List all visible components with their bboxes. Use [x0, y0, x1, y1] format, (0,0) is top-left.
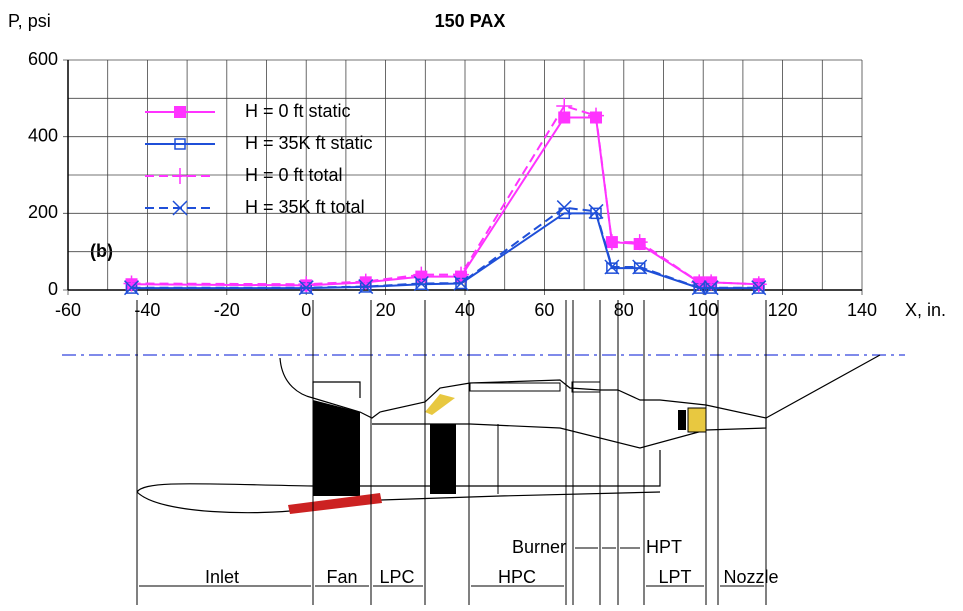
series-line — [132, 106, 759, 284]
y-tick-label: 200 — [28, 202, 58, 222]
chart-title: 150 PAX — [435, 11, 506, 31]
component-label: Inlet — [205, 567, 239, 587]
component-label: Nozzle — [723, 567, 778, 587]
x-tick-label: 80 — [614, 300, 634, 320]
x-tick-label: 40 — [455, 300, 475, 320]
component-label: Burner — [512, 537, 566, 557]
legend-label: H = 35K ft static — [245, 133, 373, 153]
legend-label: H = 35K ft total — [245, 197, 365, 217]
y-tick-label: 400 — [28, 125, 58, 145]
x-tick-label: 100 — [688, 300, 718, 320]
legend-label: H = 0 ft total — [245, 165, 343, 185]
x-tick-label: 120 — [768, 300, 798, 320]
legend-marker — [172, 168, 188, 184]
component-label: LPC — [379, 567, 414, 587]
x-tick-label: -20 — [214, 300, 240, 320]
x-tick-label: 0 — [301, 300, 311, 320]
engine-diagram — [62, 300, 905, 605]
legend-label: H = 0 ft static — [245, 101, 351, 121]
legend: H = 0 ft static H = 35K ft static H = 0 ft… — [145, 101, 373, 217]
y-tick-label: 0 — [48, 279, 58, 299]
chart: 150 PAX P, psi X, in. (b) Inlet Fan LPC … — [0, 0, 963, 611]
series-line — [132, 118, 759, 286]
x-tick-label: -60 — [55, 300, 81, 320]
y-tick-label: 600 — [28, 49, 58, 69]
y-axis-label: P, psi — [8, 11, 51, 31]
component-label: LPT — [658, 567, 691, 587]
component-label: Fan — [326, 567, 357, 587]
x-tick-label: 20 — [376, 300, 396, 320]
component-label: HPT — [646, 537, 682, 557]
x-tick-label: 60 — [534, 300, 554, 320]
legend-marker — [174, 106, 186, 118]
annotation: (b) — [90, 241, 113, 261]
x-tick-label: 140 — [847, 300, 877, 320]
component-label: HPC — [498, 567, 536, 587]
x-tick-label: -40 — [134, 300, 160, 320]
x-axis-label: X, in. — [905, 300, 946, 320]
